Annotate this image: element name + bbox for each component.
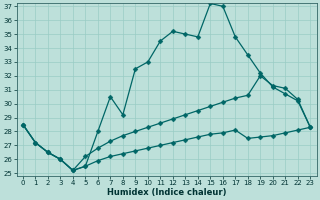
X-axis label: Humidex (Indice chaleur): Humidex (Indice chaleur) — [107, 188, 226, 197]
